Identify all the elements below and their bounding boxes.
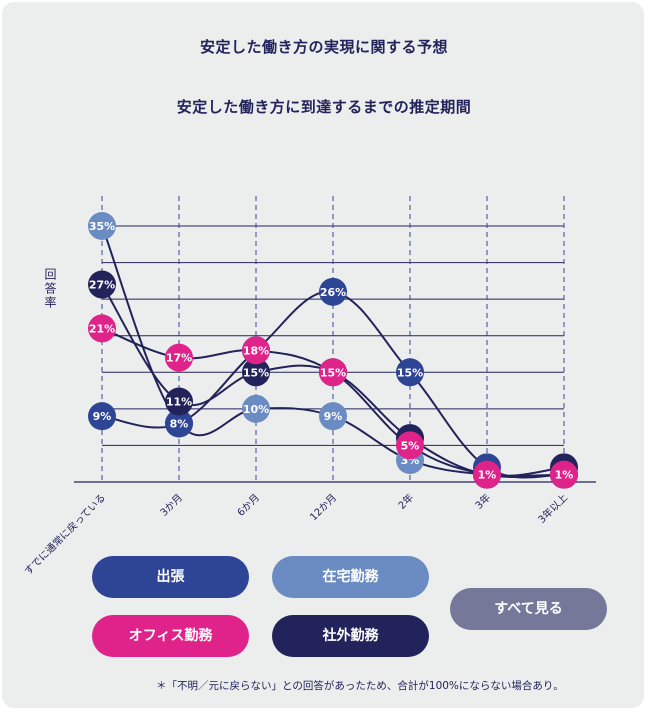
show-all-button[interactable]: すべて見る [450,588,607,630]
data-label: 11% [166,396,192,409]
data-label: 15% [320,366,346,379]
footnote: ＊「不明／元に戻らない」との回答があったため、合計が100%にならない場合あり。 [156,680,564,692]
data-label: 1% [555,469,574,482]
office-work-button[interactable]: オフィス勤務 [92,615,249,657]
data-label: 26% [320,286,346,299]
data-label: 8% [170,417,189,430]
business-trip-button[interactable]: 出張 [92,556,249,598]
x-tick-label: 6か月 [235,492,262,519]
data-point [165,387,193,416]
data-point [319,358,347,387]
data-point [242,358,270,387]
data-label: 35% [89,220,115,233]
data-label: 5% [401,439,420,452]
data-label: 10% [243,403,269,416]
data-point [88,270,116,299]
data-point [396,358,424,387]
data-point [242,394,270,423]
x-tick-label: 3年 [472,491,493,512]
line-chart: すでに通常に戻っている 3か月 6か月 12か月 2年 3年 3年以上35%10%9%3%9… [21,196,596,578]
data-point [88,402,116,431]
chart-title: 安定した働き方に到達するまでの推定期間 [176,98,472,116]
data-point [396,431,424,460]
data-point [319,402,347,431]
data-point [88,212,116,240]
data-label: 9% [324,410,343,423]
x-tick-label: 2年 [395,491,416,512]
data-point [473,460,501,489]
data-label: 1% [478,469,497,482]
data-point [242,336,270,365]
data-label: 18% [243,344,269,357]
external-work-button[interactable]: 社外勤務 [272,615,429,657]
data-point [319,277,347,306]
data-point [165,343,193,372]
data-label: 27% [89,279,115,292]
remote-work-button[interactable]: 在宅勤務 [272,556,429,598]
x-tick-label: 3年以上 [535,491,570,526]
data-label: 15% [243,366,269,379]
data-label: 17% [166,352,192,365]
data-label: 21% [89,322,115,335]
data-label: 9% [93,410,112,423]
y-axis-label: 回答率 [43,268,57,310]
data-label: 15% [397,366,423,379]
x-tick-label: 3か月 [158,492,185,519]
data-point [165,409,193,438]
x-tick-label: 12か月 [307,492,339,524]
data-point [88,314,116,343]
data-point [550,460,578,489]
main-title: 安定した働き方の実現に関する予想 [199,38,448,56]
